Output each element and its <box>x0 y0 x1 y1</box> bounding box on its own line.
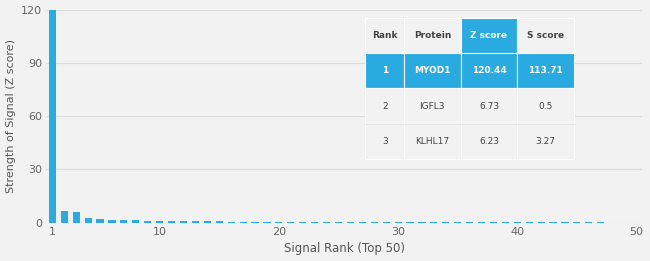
Bar <box>240 222 247 223</box>
Text: 6.23: 6.23 <box>479 137 499 146</box>
Text: S score: S score <box>527 31 564 40</box>
Text: IGFL3: IGFL3 <box>420 102 445 110</box>
Bar <box>49 9 56 223</box>
Bar <box>168 221 175 223</box>
Bar <box>514 222 521 223</box>
Bar <box>347 222 354 223</box>
FancyBboxPatch shape <box>517 88 574 124</box>
Bar <box>180 221 187 223</box>
Bar <box>370 222 378 223</box>
Bar <box>538 222 545 223</box>
Bar <box>216 222 223 223</box>
Bar <box>526 222 533 223</box>
Y-axis label: Strength of Signal (Z score): Strength of Signal (Z score) <box>6 39 16 193</box>
Bar <box>478 222 485 223</box>
Bar <box>502 222 509 223</box>
Text: Rank: Rank <box>372 31 397 40</box>
Text: 1: 1 <box>382 66 388 75</box>
Bar <box>430 222 437 223</box>
Bar <box>466 222 473 223</box>
Bar <box>442 222 449 223</box>
Bar <box>299 222 306 223</box>
Bar <box>192 221 199 223</box>
Bar <box>109 220 116 223</box>
Text: 2: 2 <box>382 102 387 110</box>
Text: 3.27: 3.27 <box>536 137 556 146</box>
Bar <box>359 222 366 223</box>
Text: 120.44: 120.44 <box>472 66 506 75</box>
Bar <box>84 218 92 223</box>
FancyBboxPatch shape <box>517 18 574 53</box>
Text: 6.73: 6.73 <box>479 102 499 110</box>
Bar <box>573 222 580 223</box>
FancyBboxPatch shape <box>461 88 517 124</box>
Text: Protein: Protein <box>413 31 451 40</box>
Bar <box>73 212 80 223</box>
Bar <box>60 211 68 223</box>
FancyBboxPatch shape <box>404 124 461 159</box>
Text: MYOD1: MYOD1 <box>414 66 450 75</box>
Bar <box>562 222 569 223</box>
Bar <box>96 219 103 223</box>
Bar <box>120 220 127 223</box>
Bar <box>454 222 462 223</box>
FancyBboxPatch shape <box>365 124 404 159</box>
FancyBboxPatch shape <box>404 88 461 124</box>
FancyBboxPatch shape <box>517 53 574 88</box>
Text: 3: 3 <box>382 137 387 146</box>
Text: Z score: Z score <box>471 31 508 40</box>
Bar <box>490 222 497 223</box>
Bar <box>406 222 413 223</box>
Bar <box>132 220 139 223</box>
Bar <box>156 221 163 223</box>
Bar <box>203 221 211 223</box>
FancyBboxPatch shape <box>461 124 517 159</box>
FancyBboxPatch shape <box>365 88 404 124</box>
Bar <box>395 222 402 223</box>
Bar <box>549 222 556 223</box>
Bar <box>419 222 426 223</box>
FancyBboxPatch shape <box>461 18 517 53</box>
Bar <box>323 222 330 223</box>
FancyBboxPatch shape <box>404 53 461 88</box>
Bar <box>383 222 390 223</box>
Bar <box>144 221 151 223</box>
Bar <box>252 222 259 223</box>
Bar <box>263 222 270 223</box>
Bar <box>276 222 283 223</box>
Text: 113.71: 113.71 <box>528 66 563 75</box>
Text: KLHL17: KLHL17 <box>415 137 449 146</box>
FancyBboxPatch shape <box>365 18 404 53</box>
Bar <box>227 222 235 223</box>
Bar <box>311 222 318 223</box>
FancyBboxPatch shape <box>517 124 574 159</box>
Text: 0.5: 0.5 <box>538 102 552 110</box>
Bar <box>287 222 294 223</box>
FancyBboxPatch shape <box>365 53 404 88</box>
X-axis label: Signal Rank (Top 50): Signal Rank (Top 50) <box>284 242 405 256</box>
FancyBboxPatch shape <box>404 18 461 53</box>
Bar <box>335 222 342 223</box>
FancyBboxPatch shape <box>461 53 517 88</box>
